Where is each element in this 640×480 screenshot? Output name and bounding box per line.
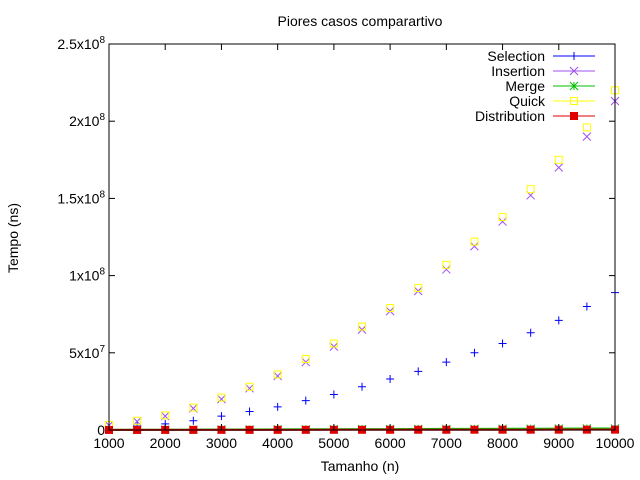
data-point xyxy=(217,412,226,421)
data-point xyxy=(582,132,592,141)
data-point xyxy=(358,382,366,391)
data-point xyxy=(498,217,507,226)
x-tick-label: 1000 xyxy=(93,435,124,451)
y-axis-label: Tempo (ns) xyxy=(5,203,21,273)
x-tick-label: 8000 xyxy=(487,435,518,451)
legend-marker xyxy=(570,112,578,120)
legend-marker xyxy=(570,97,578,105)
data-point xyxy=(358,322,366,331)
x-tick-label: 5000 xyxy=(318,435,349,451)
x-tick-label: 10000 xyxy=(596,435,635,451)
data-point xyxy=(161,411,170,420)
data-point xyxy=(133,416,142,425)
data-point xyxy=(217,394,226,404)
data-point xyxy=(498,212,507,221)
y-tick-label: 2.5x108 xyxy=(57,35,105,52)
data-point xyxy=(273,371,283,381)
data-point xyxy=(245,383,254,393)
y-tick-label: 1.5x108 xyxy=(57,189,105,206)
plot-frame xyxy=(108,43,616,431)
data-point xyxy=(526,185,535,194)
data-point xyxy=(273,402,282,411)
legend-marker xyxy=(570,52,578,60)
data-point xyxy=(329,339,338,348)
data-point xyxy=(217,393,226,402)
x-tick-label: 7000 xyxy=(431,435,462,451)
series-selection xyxy=(105,288,619,433)
y-tick-label: 5x107 xyxy=(69,344,105,361)
data-point xyxy=(470,237,479,246)
legend-label: Quick xyxy=(509,93,546,109)
chart-title: Piores casos comparartivo xyxy=(278,13,443,29)
data-point xyxy=(329,390,338,399)
data-point xyxy=(442,260,451,269)
y-tick-label: 2x108 xyxy=(69,112,105,129)
data-point xyxy=(498,339,507,348)
data-point xyxy=(386,304,395,313)
data-point xyxy=(301,354,310,363)
legend-label: Merge xyxy=(505,78,545,94)
x-tick-label: 2000 xyxy=(150,435,181,451)
data-point xyxy=(470,241,479,251)
data-point xyxy=(245,382,254,391)
data-point xyxy=(414,283,423,292)
legend-marker xyxy=(569,66,579,76)
x-tick-label: 9000 xyxy=(543,435,574,451)
data-point xyxy=(442,358,451,367)
legend-label: Selection xyxy=(487,48,545,64)
x-tick-label: 3000 xyxy=(206,435,237,451)
y-tick-label: 1x108 xyxy=(69,267,105,284)
data-point xyxy=(582,302,591,311)
data-point xyxy=(554,163,564,172)
series-insertion xyxy=(104,96,620,430)
series-quick xyxy=(105,86,619,430)
data-point xyxy=(414,367,423,376)
x-tick-label: 4000 xyxy=(262,435,293,451)
legend-label: Distribution xyxy=(475,108,545,124)
data-point xyxy=(554,316,563,325)
data-point xyxy=(245,407,254,416)
y-tick-label: 0 xyxy=(97,422,105,438)
data-point xyxy=(526,328,535,337)
legend-label: Insertion xyxy=(491,63,545,79)
data-point xyxy=(189,416,198,425)
data-point xyxy=(582,123,591,132)
x-axis-label: Tamanho (n) xyxy=(321,458,400,474)
legend-marker xyxy=(569,81,579,91)
axis-ticks: 1000 2000 3000 4000 5000 6000 7000 8000 9000 1000… xyxy=(57,35,634,451)
data-point xyxy=(470,348,479,357)
data-point xyxy=(189,403,198,412)
plot-area xyxy=(104,86,620,435)
data-point xyxy=(386,375,395,384)
data-point xyxy=(273,370,282,379)
data-point xyxy=(441,265,451,274)
data-point xyxy=(301,396,310,405)
data-point xyxy=(554,155,563,164)
x-tick-label: 6000 xyxy=(375,435,406,451)
